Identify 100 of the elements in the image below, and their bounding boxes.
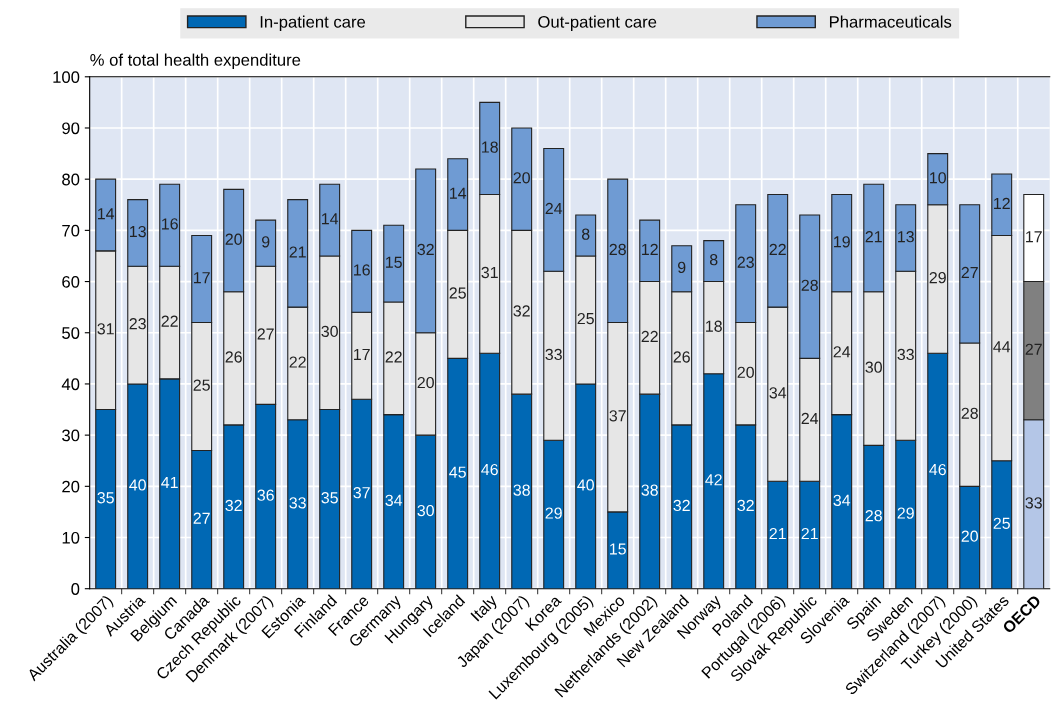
data-label: 28: [865, 510, 882, 522]
data-label: 14: [98, 208, 115, 220]
y-tick-label: 80: [62, 173, 80, 186]
data-label: 38: [641, 484, 658, 496]
data-label: 41: [161, 476, 178, 488]
data-label: 34: [385, 494, 403, 506]
data-label: 9: [261, 236, 270, 248]
y-tick-label: 50: [62, 327, 80, 339]
data-label: 29: [545, 507, 562, 519]
data-label: 40: [577, 479, 594, 491]
data-label: 12: [994, 197, 1010, 209]
data-label: 15: [386, 256, 402, 268]
data-label: 14: [450, 187, 467, 199]
data-label: 45: [449, 466, 466, 478]
data-label: 25: [577, 312, 594, 325]
data-label: 14: [322, 213, 339, 225]
data-label: 31: [481, 266, 498, 279]
y-tick-label: 40: [61, 378, 80, 391]
y-tick-label: 70: [62, 224, 80, 237]
data-label: 13: [898, 231, 914, 243]
data-label: 8: [709, 254, 718, 266]
data-label: 28: [609, 243, 626, 256]
data-label: 37: [609, 410, 626, 422]
data-label: 12: [642, 243, 658, 255]
data-label: 40: [129, 479, 146, 491]
data-label: 32: [673, 499, 690, 512]
data-label: 20: [513, 172, 530, 184]
data-label: 35: [321, 492, 338, 504]
data-label: 33: [545, 348, 562, 361]
data-label: 21: [289, 246, 306, 258]
data-label: 21: [769, 527, 786, 540]
data-label: 27: [257, 328, 274, 340]
y-tick-label: 0: [71, 583, 80, 595]
data-label: 31: [97, 323, 114, 335]
data-label: 36: [257, 489, 274, 501]
data-label: 20: [417, 376, 434, 389]
data-label: 24: [801, 412, 819, 424]
data-label: 26: [673, 351, 690, 363]
data-label: 17: [1026, 231, 1042, 243]
data-label: 33: [897, 348, 914, 361]
data-label: 25: [193, 379, 210, 391]
data-label: 46: [929, 463, 946, 476]
data-label: 19: [834, 236, 850, 248]
data-label: 8: [581, 228, 590, 240]
y-tick-label: 20: [62, 480, 80, 493]
data-label: 33: [289, 497, 306, 509]
data-label: 30: [321, 325, 338, 338]
data-label: 44: [993, 341, 1011, 353]
data-label: 25: [993, 517, 1010, 530]
data-label: 32: [225, 499, 242, 512]
data-label: 28: [961, 407, 978, 419]
data-label: 13: [130, 225, 146, 238]
data-label: 27: [961, 266, 978, 279]
y-tick-label: 100: [53, 71, 80, 83]
data-label: 38: [513, 484, 530, 496]
data-label: 28: [801, 279, 818, 291]
data-label: 23: [737, 256, 754, 268]
data-label: 33: [1025, 497, 1042, 509]
data-label: 17: [354, 348, 370, 360]
data-label: 21: [865, 231, 882, 243]
data-label: 21: [801, 527, 818, 540]
data-label: 22: [385, 351, 402, 363]
data-label: 20: [225, 233, 242, 245]
y-tick-label: 60: [62, 275, 80, 288]
data-label: 32: [737, 499, 754, 512]
data-label: 32: [417, 243, 434, 256]
data-label: 23: [129, 318, 146, 330]
data-label: 15: [610, 543, 626, 555]
data-label: 22: [769, 243, 786, 255]
data-label: 29: [897, 507, 914, 519]
data-label: 24: [545, 202, 563, 215]
data-label: 46: [481, 463, 498, 476]
data-label: 9: [678, 261, 686, 274]
data-label: 24: [833, 346, 851, 358]
data-label: 34: [833, 494, 851, 506]
data-label: 16: [162, 218, 178, 230]
data-label: 42: [705, 474, 722, 486]
data-label: 25: [449, 287, 466, 299]
y-tick-label: 30: [62, 429, 80, 442]
data-label: 18: [482, 141, 498, 153]
y-axis-title: % of total health expenditure: [90, 53, 301, 70]
data-label: 20: [737, 366, 754, 378]
data-label: 22: [161, 315, 178, 327]
data-label: 17: [194, 272, 210, 284]
data-label: 30: [865, 361, 882, 373]
data-label: 34: [769, 387, 787, 399]
data-label: 27: [193, 512, 210, 524]
data-label: 35: [97, 492, 114, 504]
data-label: 29: [929, 271, 946, 284]
data-label: 30: [417, 504, 434, 517]
data-label: 18: [706, 320, 722, 332]
data-label: 37: [353, 486, 370, 499]
data-label: 32: [513, 305, 530, 317]
y-tick-label: 10: [62, 531, 80, 544]
y-tick-label: 90: [62, 122, 80, 135]
data-label: 22: [641, 330, 658, 342]
data-label: 27: [1025, 343, 1042, 355]
data-label: 22: [289, 356, 306, 368]
data-label: 10: [930, 172, 946, 184]
data-label: 26: [225, 351, 242, 363]
